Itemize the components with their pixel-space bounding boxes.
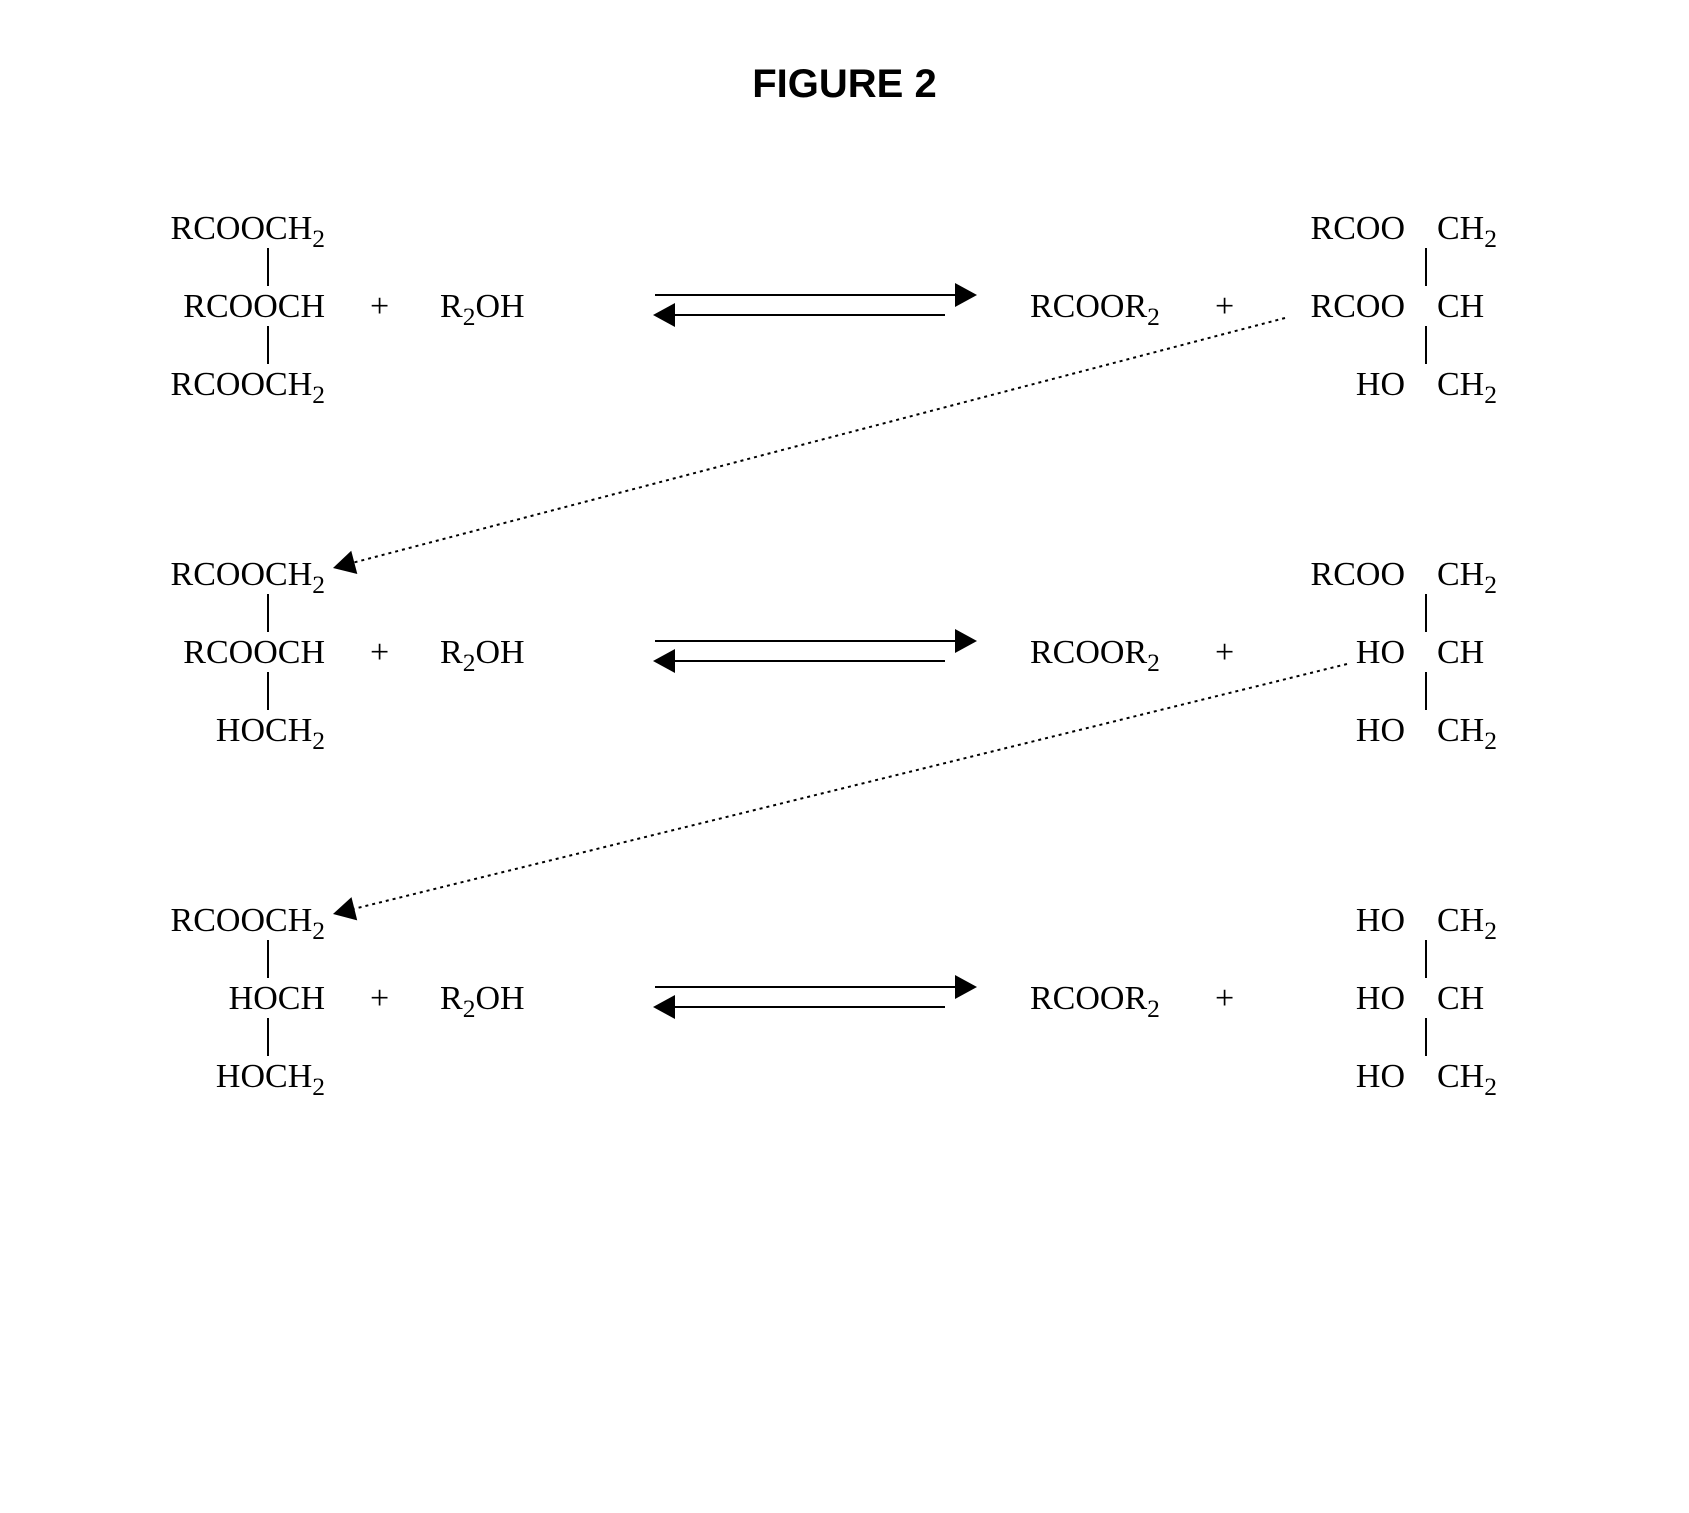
page: FIGURE 2 RCOOCH2RCOOCHRCOOCH2+R2OHRCOOR2… [0, 0, 1689, 1513]
continuation-arrow [95, 210, 1595, 1138]
figure-title: FIGURE 2 [0, 62, 1689, 107]
reaction-scheme: RCOOCH2RCOOCHRCOOCH2+R2OHRCOOR2+RCOORCOO… [95, 210, 1595, 1138]
